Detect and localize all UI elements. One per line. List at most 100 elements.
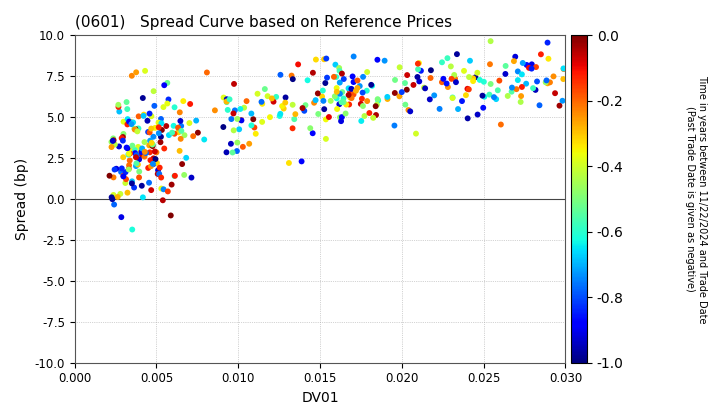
- Point: [225, 140, 237, 147]
- Point: [218, 94, 230, 101]
- Point: [402, 107, 414, 113]
- Point: [256, 99, 267, 105]
- Point: [340, 110, 351, 117]
- Point: [413, 60, 425, 66]
- Point: [297, 105, 308, 111]
- Point: [109, 141, 121, 148]
- Point: [264, 114, 276, 121]
- Point: [176, 161, 188, 168]
- Point: [118, 118, 130, 125]
- Point: [441, 80, 452, 87]
- Point: [419, 85, 431, 92]
- Point: [312, 90, 323, 97]
- Point: [133, 156, 145, 163]
- Point: [107, 138, 119, 144]
- Point: [156, 120, 167, 126]
- Point: [300, 102, 311, 108]
- Point: [366, 82, 378, 89]
- Point: [117, 173, 129, 180]
- Point: [449, 75, 461, 82]
- Point: [495, 121, 507, 128]
- Point: [143, 179, 155, 186]
- Point: [132, 128, 143, 135]
- Point: [512, 77, 523, 84]
- Point: [143, 142, 155, 149]
- Point: [307, 69, 319, 76]
- Point: [357, 89, 369, 96]
- Point: [287, 76, 299, 82]
- Point: [147, 141, 158, 148]
- Point: [390, 76, 401, 83]
- Point: [228, 81, 240, 87]
- Point: [534, 102, 545, 109]
- Point: [548, 73, 559, 80]
- Point: [320, 55, 332, 62]
- Point: [389, 89, 400, 96]
- Point: [149, 124, 161, 131]
- Point: [334, 114, 346, 121]
- Point: [540, 79, 552, 86]
- Point: [221, 99, 233, 105]
- Point: [235, 106, 246, 113]
- Point: [517, 60, 528, 66]
- Point: [530, 87, 541, 93]
- Point: [527, 85, 539, 92]
- Point: [361, 87, 372, 94]
- Point: [558, 65, 570, 72]
- Point: [229, 107, 240, 114]
- Point: [451, 51, 463, 58]
- Point: [408, 81, 419, 88]
- Point: [225, 116, 237, 122]
- Point: [114, 108, 125, 115]
- Point: [343, 101, 355, 108]
- Point: [338, 76, 349, 82]
- Point: [111, 165, 122, 172]
- Point: [515, 99, 526, 105]
- Point: [238, 104, 250, 111]
- Point: [145, 157, 156, 163]
- Point: [133, 174, 145, 181]
- Point: [149, 148, 161, 155]
- Point: [508, 58, 520, 65]
- Point: [361, 98, 373, 105]
- Point: [237, 144, 248, 150]
- Point: [126, 72, 138, 79]
- Point: [436, 79, 448, 86]
- Point: [370, 103, 382, 110]
- Point: [266, 95, 278, 102]
- Point: [221, 149, 233, 156]
- Point: [232, 116, 243, 122]
- Point: [157, 197, 168, 204]
- Point: [120, 169, 131, 176]
- Point: [464, 58, 476, 64]
- Point: [399, 80, 410, 87]
- Point: [117, 134, 129, 140]
- Point: [108, 192, 120, 198]
- Point: [336, 70, 348, 77]
- Point: [305, 125, 316, 131]
- Point: [413, 66, 424, 73]
- Point: [153, 124, 164, 131]
- Point: [357, 102, 369, 109]
- Point: [289, 116, 300, 123]
- Point: [161, 123, 172, 129]
- Point: [235, 117, 247, 124]
- Point: [331, 95, 343, 102]
- Point: [125, 118, 136, 125]
- Point: [328, 74, 340, 80]
- Point: [209, 107, 220, 114]
- Point: [252, 90, 264, 97]
- Point: [333, 101, 345, 108]
- Point: [413, 78, 425, 85]
- Point: [123, 118, 135, 125]
- Point: [382, 94, 393, 100]
- Point: [139, 153, 150, 160]
- Point: [133, 113, 145, 120]
- Point: [139, 139, 150, 145]
- Point: [316, 93, 328, 100]
- Point: [126, 180, 138, 187]
- Point: [147, 160, 158, 167]
- Point: [438, 76, 449, 82]
- Point: [347, 73, 359, 80]
- Point: [128, 184, 140, 191]
